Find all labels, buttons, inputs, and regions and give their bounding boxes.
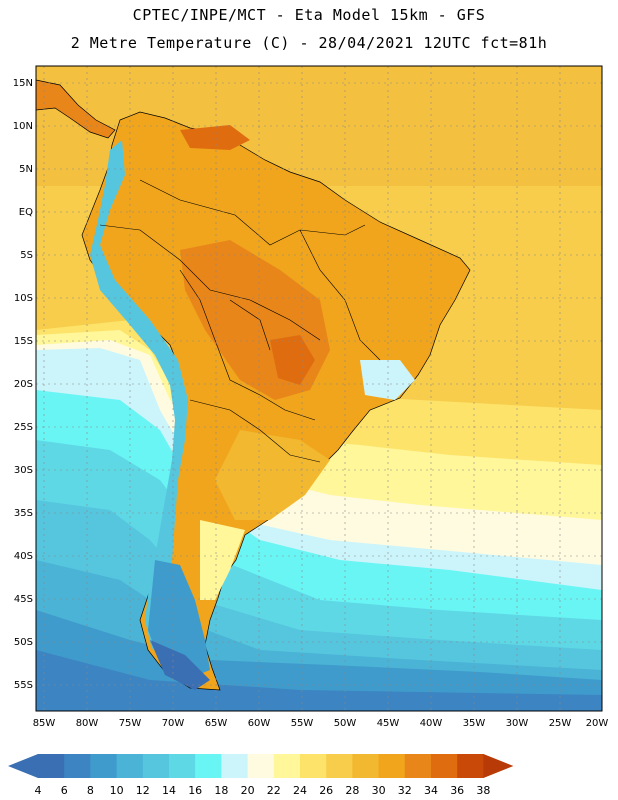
colorbar-swatch xyxy=(38,754,65,778)
lat-label: 5S xyxy=(20,250,33,261)
colorbar-label: 38 xyxy=(476,784,490,797)
colorbar-label: 8 xyxy=(87,784,94,797)
map-subtitle: 2 Metre Temperature (C) - 28/04/2021 12U… xyxy=(70,34,548,52)
colorbar-labels: 4 6 8 10 12 14 16 18 20 22 24 26 28 30 32 34 36 38 xyxy=(35,784,491,797)
colorbar-swatch xyxy=(404,754,432,778)
lat-label: 55S xyxy=(14,680,33,691)
lat-label: 15S xyxy=(14,336,33,347)
lon-label: 25W xyxy=(549,718,572,729)
graticule xyxy=(36,66,602,711)
colorbar-swatch xyxy=(221,754,249,778)
longitude-axis: 85W 80W 75W 70W 65W 60W 55W 50W 45W 40W … xyxy=(33,718,609,729)
colorbar-label: 34 xyxy=(424,784,438,797)
lat-label: 25S xyxy=(14,422,33,433)
map-frame xyxy=(35,65,603,712)
lon-label: 80W xyxy=(76,718,99,729)
colorbar-swatch xyxy=(142,754,170,778)
colorbar-swatch xyxy=(300,754,327,778)
colorbar-swatch xyxy=(90,754,118,778)
lat-label: 5N xyxy=(19,164,33,175)
lon-label: 45W xyxy=(377,718,400,729)
colorbar-swatch xyxy=(273,754,301,778)
colorbar-label: 14 xyxy=(162,784,176,797)
lat-label: 15N xyxy=(13,78,33,89)
temperature-map: 15N 10N 5N EQ 5S 10S 15S 20S 25S 30S 35S… xyxy=(13,65,609,729)
lon-label: 75W xyxy=(119,718,142,729)
lon-label: 35W xyxy=(463,718,486,729)
colorbar-label: 30 xyxy=(372,784,386,797)
colorbar-label: 26 xyxy=(319,784,333,797)
lat-label: 50S xyxy=(14,637,33,648)
lon-label: 40W xyxy=(420,718,443,729)
patagonia-mild xyxy=(200,520,245,600)
lat-label: 30S xyxy=(14,465,33,476)
central-america-land xyxy=(36,79,116,139)
colorbar-swatch xyxy=(116,754,144,778)
colorbar-swatch xyxy=(64,754,91,778)
lat-label: 10S xyxy=(14,293,33,304)
pantanal-hot-spot xyxy=(270,335,315,385)
map-title: CPTEC/INPE/MCT - Eta Model 15km - GFS xyxy=(132,6,486,24)
latitude-axis: 15N 10N 5N EQ 5S 10S 15S 20S 25S 30S 35S… xyxy=(13,78,33,691)
lon-label: 60W xyxy=(248,718,271,729)
colorbar-swatch xyxy=(431,754,458,778)
colorbar-label: 10 xyxy=(110,784,124,797)
lat-label: 35S xyxy=(14,508,33,519)
southeast-highland-cool xyxy=(360,360,415,400)
colorbar-swatch xyxy=(169,754,196,778)
colorbar-swatch xyxy=(195,754,222,778)
colorbar-swatches xyxy=(8,754,514,778)
colorbar-label: 4 xyxy=(35,784,42,797)
colorbar-swatch xyxy=(378,754,406,778)
colorbar-swatch xyxy=(352,754,380,778)
map-field xyxy=(36,66,602,711)
lon-label: 30W xyxy=(506,718,529,729)
southern-land-warm xyxy=(215,430,330,520)
colorbar-label: 24 xyxy=(293,784,307,797)
lon-label: 20W xyxy=(586,718,609,729)
ocean-band-6 xyxy=(36,650,602,711)
colorbar-label: 22 xyxy=(267,784,281,797)
lon-label: 70W xyxy=(162,718,185,729)
lon-label: 55W xyxy=(291,718,314,729)
lat-label: 40S xyxy=(14,551,33,562)
andes-ridge xyxy=(90,140,188,650)
colorbar-label: 28 xyxy=(345,784,359,797)
lon-label: 50W xyxy=(334,718,357,729)
colorbar-label: 16 xyxy=(188,784,202,797)
venezuela-hot-spot xyxy=(180,125,250,150)
colorbar-arrow-high xyxy=(483,754,514,778)
colorbar-swatch xyxy=(247,754,275,778)
colorbar: 4 6 8 10 12 14 16 18 20 22 24 26 28 30 32 34 36 38 xyxy=(8,754,514,797)
colorbar-swatch xyxy=(457,754,484,778)
colorbar-label: 20 xyxy=(241,784,255,797)
southern-tip-cold xyxy=(150,640,210,690)
lat-label: 10N xyxy=(13,121,33,132)
colorbar-swatch xyxy=(326,754,353,778)
colorbar-label: 36 xyxy=(450,784,464,797)
lon-label: 85W xyxy=(33,718,56,729)
colorbar-label: 12 xyxy=(136,784,150,797)
colorbar-label: 32 xyxy=(398,784,412,797)
lat-label: 20S xyxy=(14,379,33,390)
lon-label: 65W xyxy=(205,718,228,729)
colorbar-label: 18 xyxy=(214,784,228,797)
colorbar-label: 6 xyxy=(61,784,68,797)
colorbar-arrow-low xyxy=(8,754,38,778)
lat-label: 45S xyxy=(14,594,33,605)
lat-label: EQ xyxy=(19,207,33,218)
